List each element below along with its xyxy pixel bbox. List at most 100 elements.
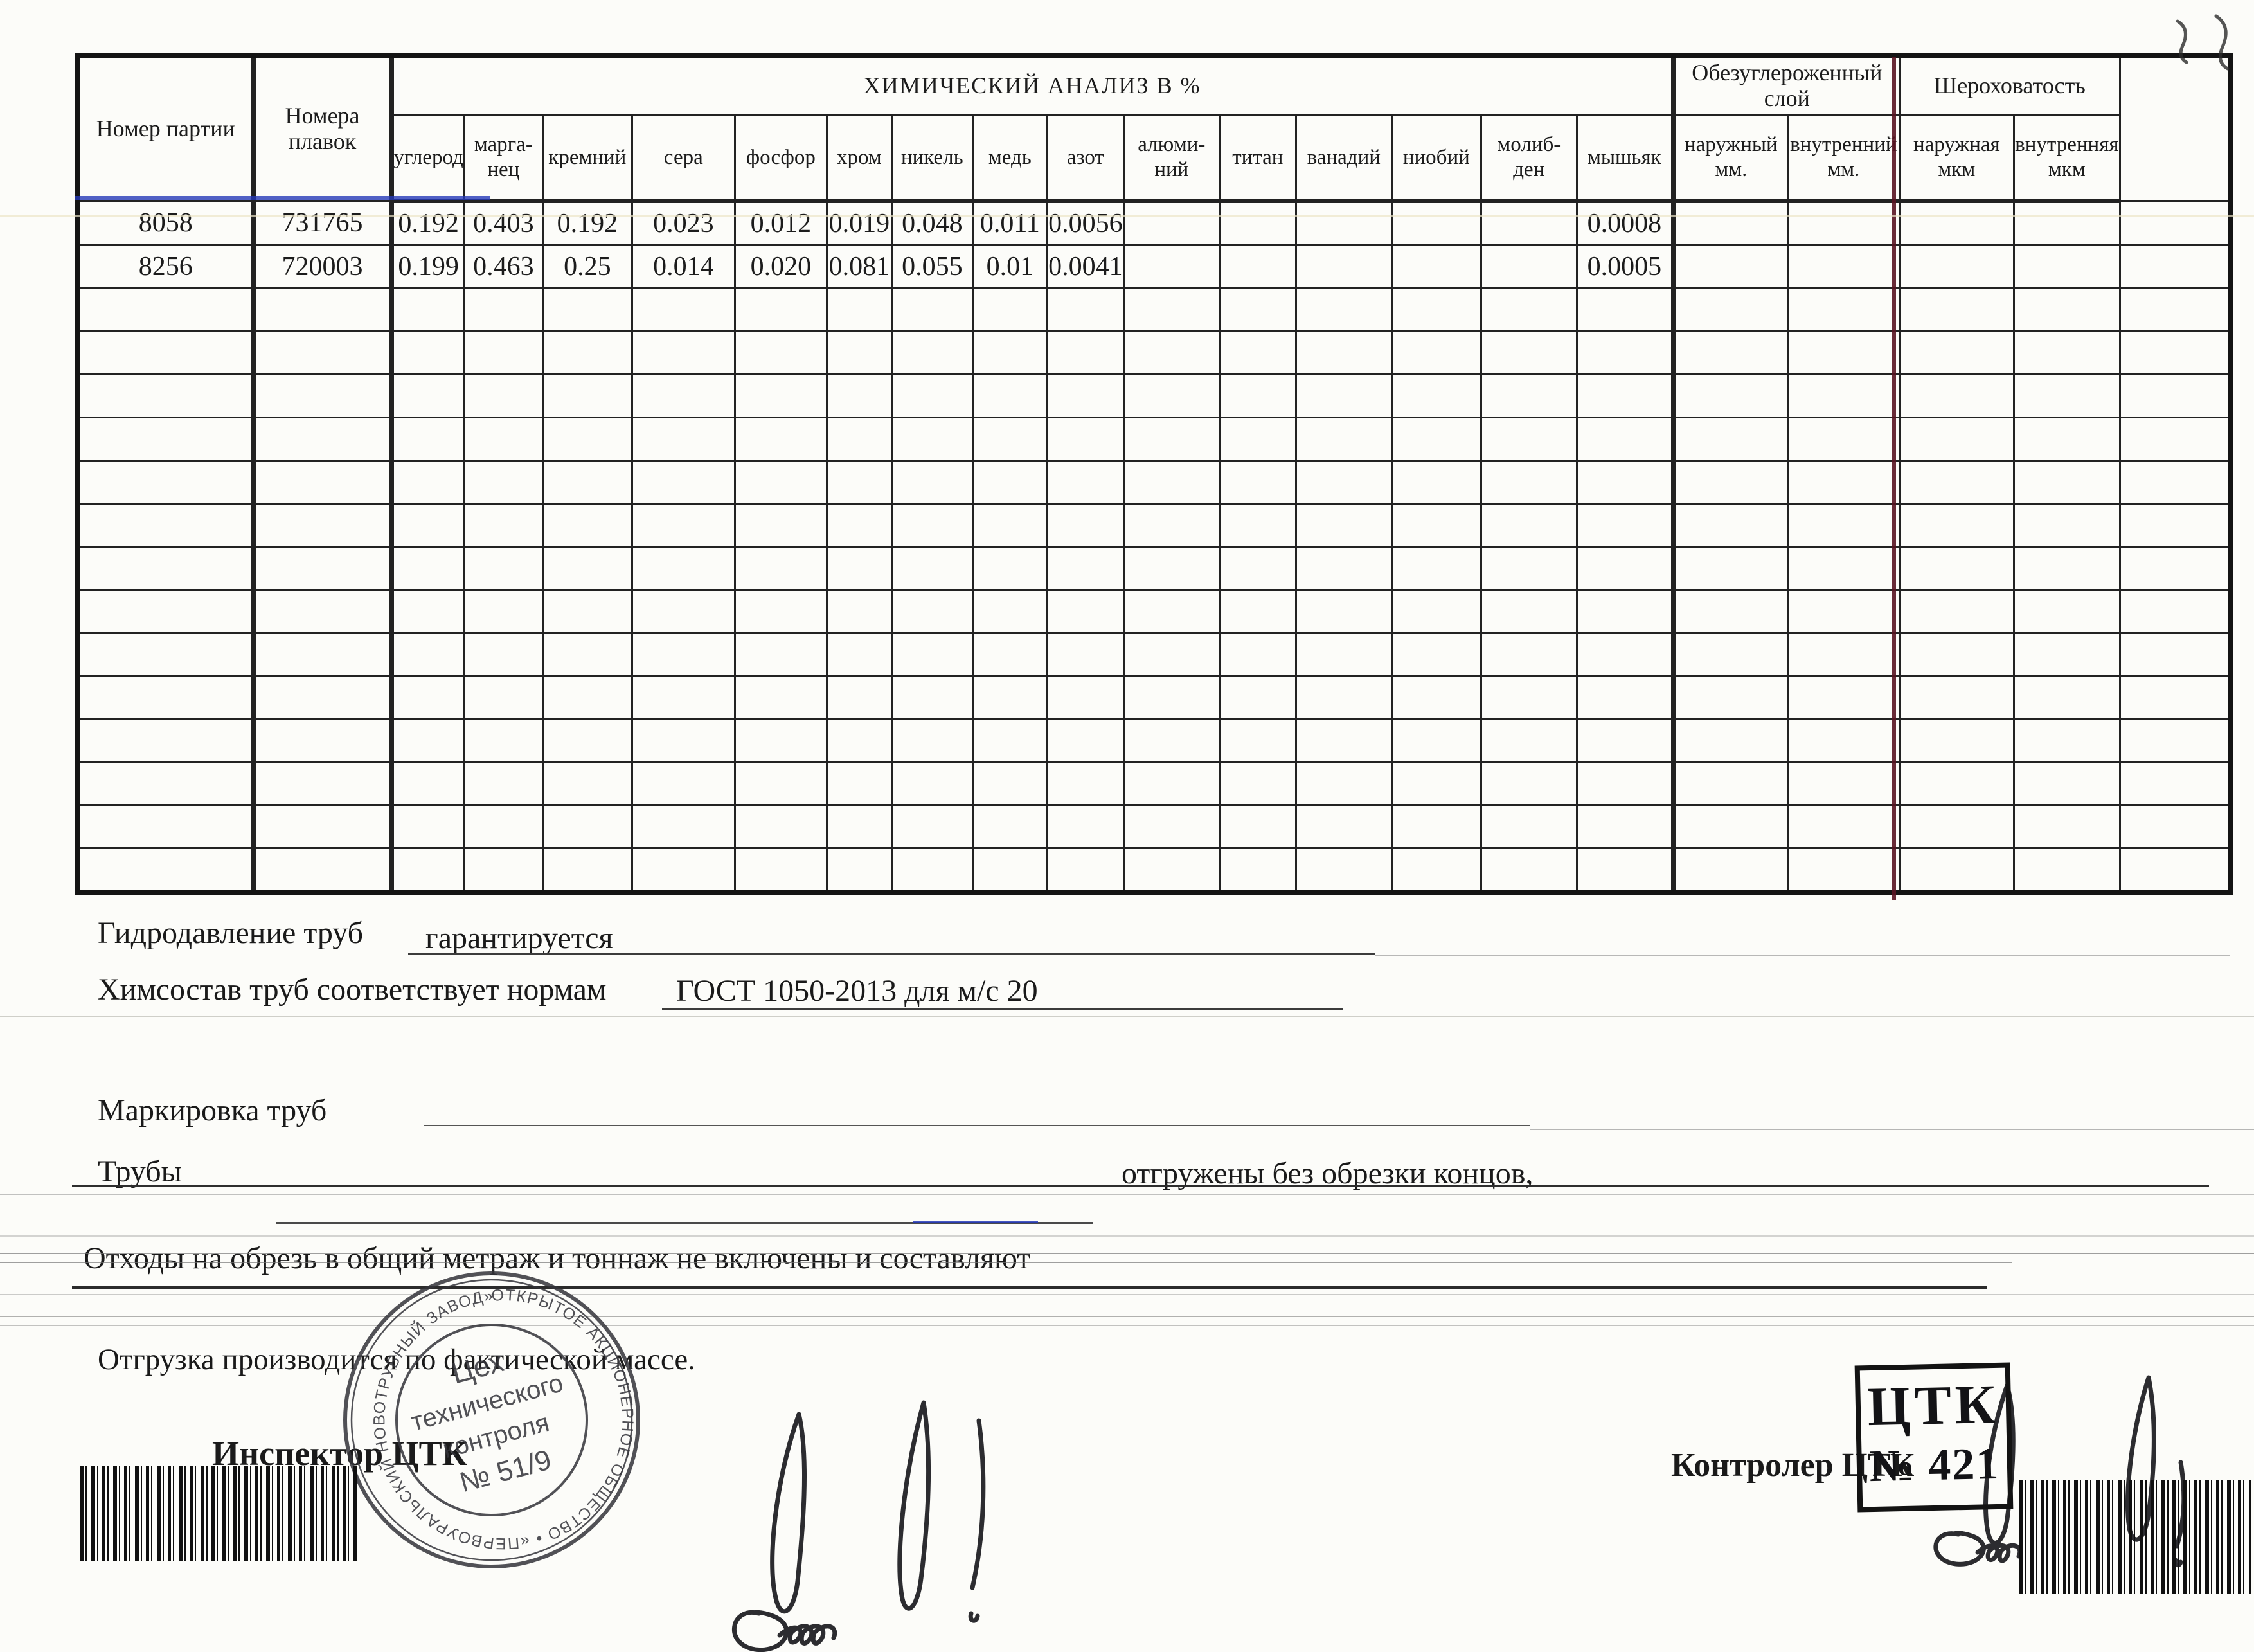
table-cell bbox=[1480, 330, 1578, 375]
table-cell bbox=[1898, 675, 2015, 720]
table-cell bbox=[631, 546, 736, 591]
table-cell bbox=[825, 632, 893, 677]
table-cell bbox=[1898, 503, 2015, 548]
table-cell bbox=[971, 589, 1048, 634]
table-cell bbox=[1575, 503, 1674, 548]
table-cell bbox=[971, 373, 1048, 418]
table-cell bbox=[541, 330, 633, 375]
table-cell: 720003 bbox=[251, 244, 393, 289]
table-cell bbox=[1898, 546, 2015, 591]
table-cell bbox=[463, 804, 544, 849]
header-element: титан bbox=[1218, 114, 1297, 203]
table-cell bbox=[631, 503, 736, 548]
table-cell: 0.019 bbox=[825, 200, 893, 246]
table-cell bbox=[733, 632, 828, 677]
table-cell bbox=[389, 675, 465, 720]
table-cell bbox=[890, 287, 974, 332]
header-element: углерод bbox=[389, 114, 465, 203]
table-cell: 0.403 bbox=[463, 200, 544, 246]
table-cell bbox=[733, 718, 828, 763]
header-element: молиб-ден bbox=[1480, 114, 1578, 203]
header-batch-number: Номер партии bbox=[76, 54, 255, 202]
table-cell bbox=[1898, 287, 2015, 332]
table-cell bbox=[1218, 761, 1297, 806]
table-cell bbox=[251, 503, 393, 548]
table-cell bbox=[1122, 373, 1221, 418]
table-cell bbox=[463, 589, 544, 634]
table-cell bbox=[825, 761, 893, 806]
table-cell bbox=[971, 460, 1048, 505]
table-cell: 0.192 bbox=[541, 200, 633, 246]
table-cell bbox=[1480, 718, 1578, 763]
table-cell bbox=[1480, 589, 1578, 634]
table-cell bbox=[631, 373, 736, 418]
table-cell bbox=[733, 675, 828, 720]
table-cell bbox=[1480, 675, 1578, 720]
table-row bbox=[76, 761, 2232, 806]
header-element: медь bbox=[971, 114, 1048, 203]
table-cell bbox=[1122, 847, 1221, 894]
waste-line: Отходы на обрезь в общий метраж и тоннаж… bbox=[84, 1241, 1031, 1275]
table-cell bbox=[1390, 632, 1482, 677]
table-cell bbox=[251, 804, 393, 849]
table-cell bbox=[541, 847, 633, 894]
table-cell bbox=[1046, 330, 1125, 375]
table-cell bbox=[971, 804, 1048, 849]
table-cell bbox=[76, 546, 255, 591]
table-cell bbox=[76, 287, 255, 332]
table-cell bbox=[825, 804, 893, 849]
table-cell: 0.192 bbox=[389, 200, 465, 246]
table-cell bbox=[971, 675, 1048, 720]
pipes-value: отгружены без обрезки концов, bbox=[1122, 1156, 1534, 1190]
table-cell bbox=[389, 546, 465, 591]
table-cell bbox=[1390, 330, 1482, 375]
table-cell bbox=[2012, 460, 2121, 505]
table-cell bbox=[76, 718, 255, 763]
table-cell bbox=[631, 718, 736, 763]
table-cell bbox=[251, 546, 393, 591]
table-cell bbox=[825, 287, 893, 332]
table-cell bbox=[1786, 589, 1901, 634]
table-cell bbox=[825, 847, 893, 894]
table-cell bbox=[733, 503, 828, 548]
table-cell bbox=[1575, 632, 1674, 677]
header-decarb-sub: внутренний мм. bbox=[1786, 114, 1901, 203]
table-cell bbox=[733, 460, 828, 505]
table-cell bbox=[890, 460, 974, 505]
table-cell bbox=[2012, 287, 2121, 332]
table-cell bbox=[251, 847, 393, 894]
table-cell bbox=[1122, 675, 1221, 720]
table-cell bbox=[1786, 761, 1901, 806]
table-cell bbox=[2012, 847, 2121, 894]
table-cell bbox=[2118, 847, 2232, 894]
table-cell bbox=[463, 330, 544, 375]
table-cell bbox=[2118, 675, 2232, 720]
table-cell bbox=[1218, 460, 1297, 505]
barcode-right bbox=[2019, 1480, 2251, 1594]
underline-marking bbox=[424, 1125, 1530, 1126]
table-cell bbox=[733, 417, 828, 462]
table-cell bbox=[463, 718, 544, 763]
table-cell bbox=[2118, 503, 2232, 548]
table-row bbox=[76, 460, 2232, 505]
table-cell bbox=[1786, 373, 1901, 418]
table-cell bbox=[733, 761, 828, 806]
table-cell: 731765 bbox=[251, 200, 393, 246]
table-row: 8256 720003 0.199 0.463 0.25 0.014 0.020 0.081 0… bbox=[76, 244, 2232, 289]
table-cell bbox=[389, 417, 465, 462]
table-cell bbox=[971, 287, 1048, 332]
table-cell bbox=[1670, 330, 1789, 375]
table-cell bbox=[733, 373, 828, 418]
table-cell: 8058 bbox=[76, 200, 255, 246]
table-cell bbox=[1294, 287, 1393, 332]
table-cell bbox=[1294, 589, 1393, 634]
table-cell bbox=[1575, 589, 1674, 634]
table-cell bbox=[1898, 632, 2015, 677]
table-cell bbox=[631, 847, 736, 894]
table-cell bbox=[1898, 373, 2015, 418]
table-cell bbox=[389, 632, 465, 677]
table-cell bbox=[1122, 330, 1221, 375]
table-cell bbox=[1122, 632, 1221, 677]
table-cell bbox=[1575, 330, 1674, 375]
header-element: никель bbox=[890, 114, 974, 203]
